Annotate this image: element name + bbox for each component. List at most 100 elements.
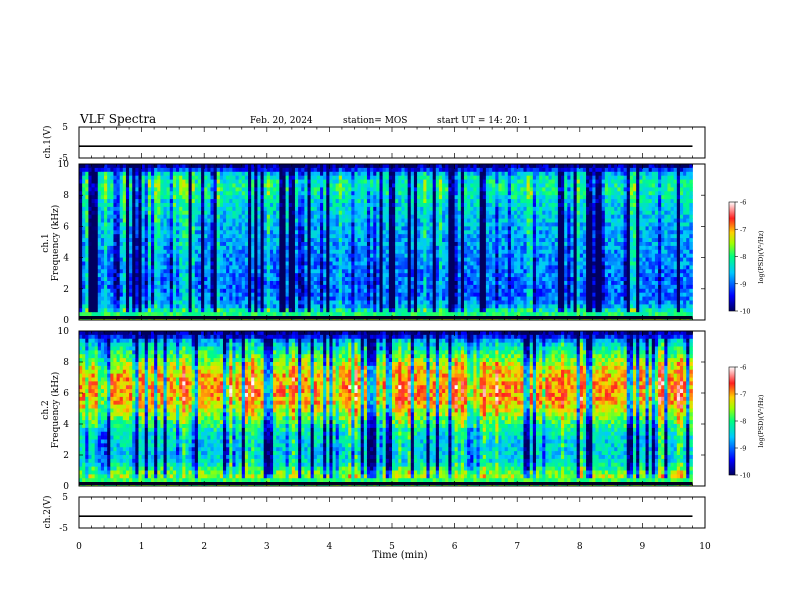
spectrogram-cell <box>232 199 236 204</box>
spectrogram-cell <box>197 175 202 180</box>
spectrogram-cell <box>445 245 449 251</box>
spectrogram-cell <box>423 187 427 192</box>
spectrogram-cell <box>141 238 146 243</box>
spectrogram-cell <box>210 242 214 247</box>
spectrogram-cell <box>363 245 368 251</box>
spectrogram-cell <box>144 210 149 216</box>
spectrogram-cell <box>526 183 531 188</box>
spectrogram-cell <box>576 210 581 216</box>
spectrogram-cell <box>589 167 593 173</box>
spectrogram-cell <box>689 195 693 200</box>
spectrogram-cell <box>567 222 571 227</box>
spectrogram-cell <box>548 187 553 192</box>
spectrogram-cell <box>176 175 180 180</box>
spectrogram-cell <box>607 195 612 200</box>
spectrogram-cell <box>116 249 121 255</box>
spectrogram-cell <box>454 164 459 169</box>
spectrogram-cell <box>201 203 205 208</box>
spectrogram-cell <box>651 199 656 204</box>
spectrogram-cell <box>232 226 236 231</box>
spectrogram-cell <box>172 253 177 258</box>
spectrogram-cell <box>104 171 108 177</box>
spectrogram-cell <box>395 226 399 231</box>
spectrogram-cell <box>413 195 418 200</box>
spectrogram-cell <box>197 238 202 243</box>
spectrogram-cell <box>564 179 568 184</box>
spectrogram-cell <box>467 183 471 188</box>
spectrogram-cell <box>263 253 268 258</box>
spectrogram-cell <box>169 245 174 251</box>
spectrogram-cell <box>429 164 434 169</box>
spectrogram-cell <box>366 167 371 173</box>
spectrogram-cell <box>420 218 424 223</box>
spectrogram-cell <box>432 191 437 196</box>
spectrogram-cell <box>445 230 449 235</box>
spectrogram-cell <box>629 206 634 212</box>
spectrogram-cell <box>191 238 196 243</box>
spectrogram-cell <box>504 191 509 196</box>
spectrogram-cell <box>604 234 609 239</box>
spectrogram-cell <box>166 203 171 208</box>
spectrogram-cell <box>570 191 574 196</box>
spectrogram-cell <box>548 253 553 258</box>
spectrogram-cell <box>125 183 130 188</box>
spectrogram-cell <box>138 199 142 204</box>
spectrogram-cell <box>354 210 358 216</box>
spectrogram-cell <box>345 242 349 247</box>
spectrogram-cell <box>254 218 258 223</box>
spectrogram-cell <box>467 253 471 258</box>
spectrogram-cell <box>326 253 330 258</box>
spectrogram-cell <box>254 222 258 227</box>
spectrogram-cell <box>664 171 668 177</box>
spectrogram-cell <box>520 210 524 216</box>
spectrogram-cell <box>294 234 299 239</box>
spectrogram-cell <box>564 257 568 262</box>
spectrogram-cell <box>132 206 136 212</box>
spectrogram-cell <box>463 191 468 196</box>
spectrogram-cell <box>683 214 687 219</box>
spectrogram-cell <box>438 245 443 251</box>
spectrogram-cell <box>210 203 214 208</box>
spectrogram-cell <box>423 253 427 258</box>
spectrogram-cell <box>341 175 346 180</box>
spectrogram-cell <box>188 187 193 192</box>
spectrogram-cell <box>135 195 139 200</box>
spectrogram-cell <box>417 218 421 223</box>
spectrogram-cell <box>648 179 653 184</box>
spectrogram-cell <box>401 242 405 247</box>
spectrogram-cell <box>229 187 233 192</box>
spectrogram-cell <box>260 234 265 239</box>
spectrogram-cell <box>185 179 189 184</box>
spectrogram-cell <box>194 230 199 235</box>
spectrogram-cell <box>429 214 434 219</box>
spectrogram-cell <box>276 222 280 227</box>
spectrogram-cell <box>229 183 233 188</box>
spectrogram-cell <box>335 226 340 231</box>
spectrogram-cell <box>429 230 434 235</box>
spectrogram-cell <box>664 238 668 243</box>
spectrogram-cell <box>348 187 352 192</box>
spectrogram-cell <box>219 238 224 243</box>
spectrogram-cell <box>182 175 186 180</box>
spectrogram-cell <box>582 195 587 200</box>
spectrogram-cell <box>341 245 346 251</box>
spectrogram-cell <box>435 210 440 216</box>
spectrogram-cell <box>479 222 484 227</box>
spectrogram-cell <box>476 171 481 177</box>
spectrogram-cell <box>182 226 186 231</box>
spectrogram-cell <box>429 187 434 192</box>
spectrogram-cell <box>85 195 89 200</box>
spectrogram-cell <box>542 218 546 223</box>
spectrogram-cell <box>329 206 333 212</box>
spectrogram-cell <box>551 230 556 235</box>
spectrogram-cell <box>354 175 358 180</box>
spectrogram-cell <box>91 230 96 235</box>
spectrogram-cell <box>463 238 468 243</box>
spectrogram-cell <box>110 253 114 258</box>
spectrogram-cell <box>85 238 89 243</box>
spectrogram-cell <box>241 218 246 223</box>
spectrogram-cell <box>276 195 280 200</box>
spectrogram-cell <box>360 218 365 223</box>
spectrogram-cell <box>345 253 349 258</box>
spectrogram-cell <box>485 171 490 177</box>
